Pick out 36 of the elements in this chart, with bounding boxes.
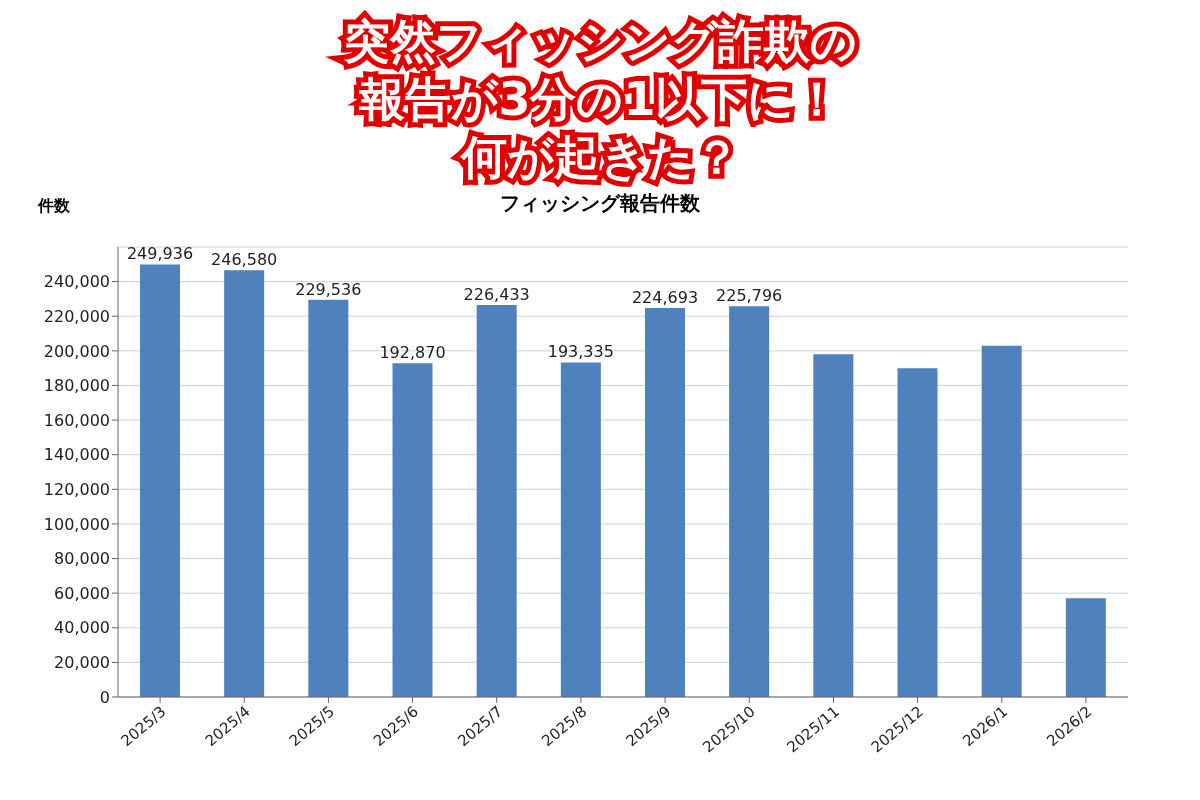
data-label: 226,433 bbox=[463, 285, 530, 305]
bar bbox=[308, 299, 349, 697]
bar bbox=[981, 345, 1022, 697]
data-label: 246,580 bbox=[211, 250, 278, 270]
bar bbox=[813, 354, 854, 697]
data-label: 193,335 bbox=[547, 342, 614, 362]
chart-title: フィッシング報告件数 bbox=[500, 191, 700, 215]
data-label: 225,796 bbox=[716, 286, 783, 306]
bar bbox=[729, 306, 770, 697]
y-axis-title: 件数 bbox=[38, 196, 70, 217]
y-tick-label: 160,000 bbox=[43, 410, 110, 430]
y-tick-label: 200,000 bbox=[43, 341, 110, 361]
bar bbox=[224, 270, 265, 697]
y-tick-label: 180,000 bbox=[43, 376, 110, 396]
y-tick-label: 60,000 bbox=[54, 583, 110, 603]
bar bbox=[140, 264, 180, 697]
bar bbox=[1065, 598, 1106, 697]
bar bbox=[392, 363, 433, 697]
bar bbox=[476, 305, 517, 697]
y-tick-label: 100,000 bbox=[43, 514, 110, 534]
y-tick-label: 20,000 bbox=[54, 653, 110, 673]
y-tick-label: 0 bbox=[99, 687, 110, 707]
y-tick-label: 40,000 bbox=[54, 618, 110, 638]
bar bbox=[897, 368, 938, 697]
y-tick-label: 240,000 bbox=[43, 272, 110, 292]
data-label: 249,936 bbox=[126, 244, 194, 264]
bar bbox=[560, 362, 601, 697]
y-tick-label: 220,000 bbox=[43, 306, 110, 326]
y-tick-label: 120,000 bbox=[43, 479, 110, 499]
y-tick-label: 140,000 bbox=[43, 445, 110, 465]
data-label: 229,536 bbox=[295, 279, 362, 299]
bar bbox=[645, 308, 685, 697]
data-label: 224,693 bbox=[631, 288, 699, 308]
data-label: 192,870 bbox=[379, 343, 446, 363]
headline: 突然フィッシング詐欺の 報告が3分の1以下に！ 何が起きた？ bbox=[8, 8, 1192, 190]
y-tick-label: 80,000 bbox=[54, 549, 110, 569]
